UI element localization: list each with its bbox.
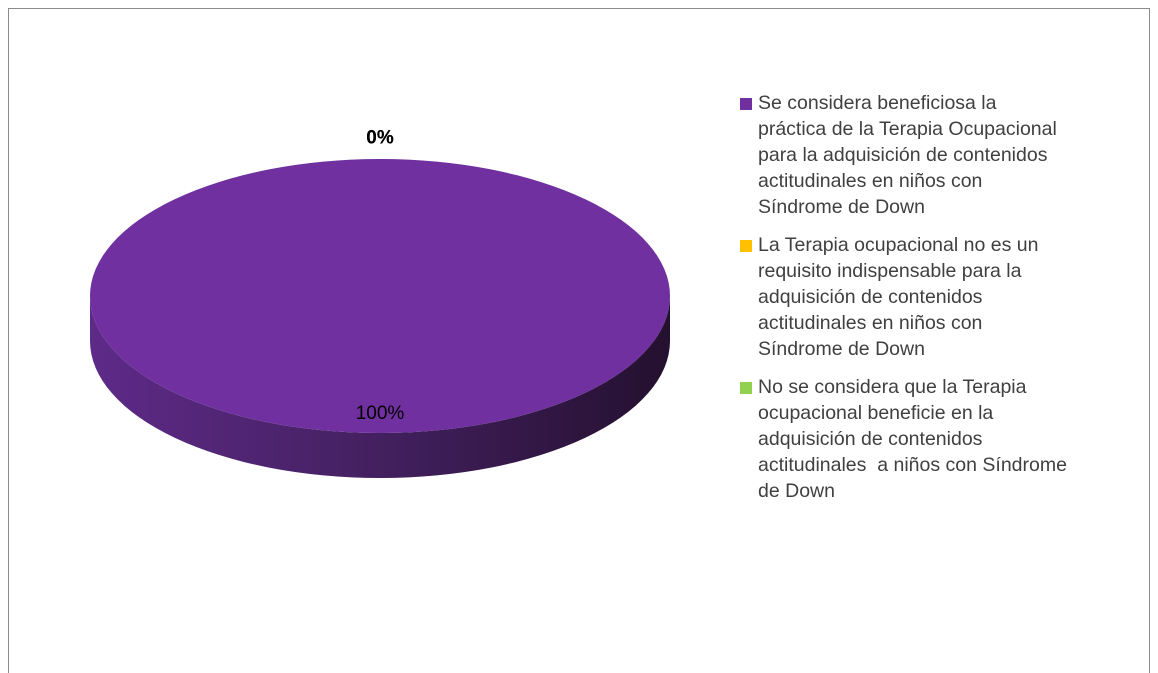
legend-label: No se considera que la Terapia ocupacion… — [758, 376, 1073, 502]
legend-swatch — [740, 382, 752, 394]
slice-side — [90, 296, 670, 478]
legend-item: La Terapia ocupacional no es un requisit… — [740, 232, 1110, 362]
legend-label: Se considera beneficiosa la práctica de … — [758, 92, 1063, 218]
legend-label: La Terapia ocupacional no es un requisit… — [758, 234, 1044, 360]
legend-swatch — [740, 98, 752, 110]
data-label: 100% — [356, 403, 405, 424]
slice — [90, 159, 670, 433]
data-label: 0% — [366, 127, 394, 148]
chart-border — [8, 8, 1150, 673]
legend-item: Se considera beneficiosa la práctica de … — [740, 90, 1110, 220]
data-label: 0% — [366, 127, 394, 148]
legend-item: No se considera que la Terapia ocupacion… — [740, 374, 1110, 504]
legend: Se considera beneficiosa la práctica de … — [740, 90, 1110, 516]
legend-swatch — [740, 240, 752, 252]
